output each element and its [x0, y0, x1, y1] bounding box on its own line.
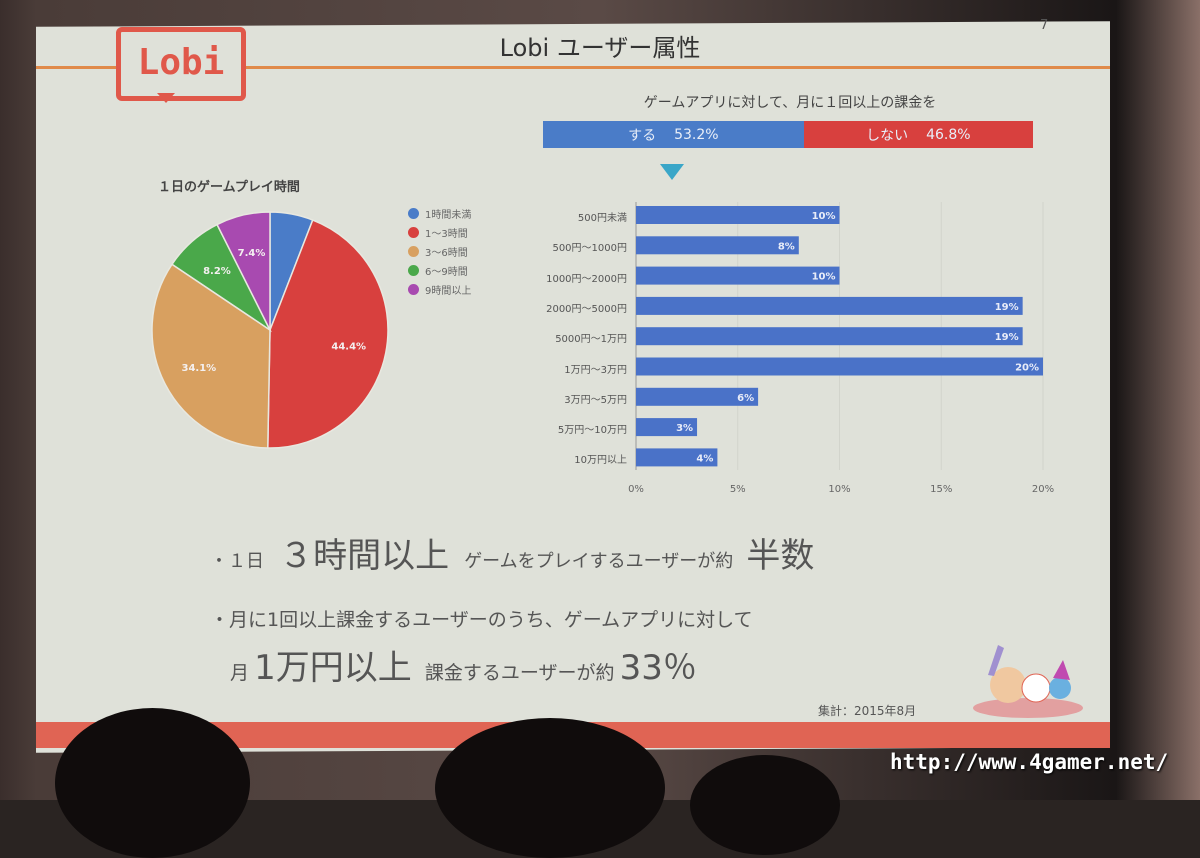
bar — [636, 418, 698, 437]
legend-label: 9時間以上 — [425, 286, 472, 297]
pie-data-label: 8.2% — [203, 266, 231, 277]
bar-category-label: 500円未満 — [577, 213, 627, 224]
bar-category-label: 5万円〜10万円 — [557, 425, 627, 437]
down-triangle-icon — [660, 164, 684, 180]
pie-slice — [216, 211, 271, 331]
bar-data-label: 4% — [696, 453, 713, 464]
bar-data-label: 19% — [995, 302, 1019, 313]
legend-item: 1時間未満 — [408, 206, 471, 221]
legend-swatch — [408, 227, 419, 238]
x-tick-label: 0% — [628, 484, 644, 495]
legend-label: 3〜6時間 — [425, 248, 468, 259]
bar-category-label: 10万円以上 — [574, 455, 627, 467]
billing-yes-segment: する 53.2% — [543, 121, 804, 148]
bar-category-label: 500円〜1000円 — [552, 243, 627, 255]
billing-question: ゲームアプリに対して、月に１回以上の課金を — [643, 95, 937, 111]
bar — [636, 448, 718, 467]
x-tick-label: 10% — [828, 484, 851, 495]
bar-chart: 10% 8% 10% 19% 19% 20% 6% 3% 4% — [635, 202, 1044, 470]
audience-head — [55, 708, 250, 858]
lobi-logo: Lobi — [116, 27, 246, 103]
legend-swatch — [408, 246, 419, 257]
bar — [636, 357, 1043, 376]
emphasis: 33％ — [619, 648, 697, 688]
bar — [636, 206, 840, 224]
yes-value: 53.2% — [674, 126, 719, 143]
pie-title: １日のゲームプレイ時間 — [158, 180, 300, 195]
billing-no-segment: しない 46.8% — [803, 121, 1033, 148]
bar-category-label: 3万円〜5万円 — [564, 394, 627, 406]
emphasis: 1万円以上 — [254, 648, 412, 688]
bar — [636, 327, 1023, 346]
bar-data-label: 19% — [995, 332, 1019, 343]
billing-split-bar: する 53.2% しない 46.8% — [543, 121, 1033, 148]
text: ・１日 — [210, 551, 264, 572]
x-tick-label: 20% — [1031, 484, 1055, 495]
pie-slice — [267, 219, 389, 449]
x-tick-label: 5% — [729, 484, 746, 495]
title-divider — [36, 66, 1110, 69]
page-number: 7 — [1040, 18, 1049, 33]
emphasis: 半数 — [746, 536, 815, 576]
bar — [636, 266, 840, 285]
date-note: 集計：2015年8月 — [818, 704, 917, 718]
mascot-illustration — [973, 645, 1083, 718]
text: ゲームをプレイするユーザーが約 — [464, 551, 734, 572]
bar-category-label: 1000円〜2000円 — [546, 273, 627, 285]
bar-data-label: 10% — [812, 211, 836, 222]
bar — [636, 387, 759, 406]
bar-data-label: 10% — [812, 272, 836, 283]
no-label: しない — [866, 127, 909, 144]
legend-swatch — [408, 284, 419, 295]
legend-item: 6〜9時間 — [408, 263, 468, 278]
x-tick-label: 15% — [930, 484, 953, 495]
pie-chart: 44.4% 34.1% 8.2% 7.4% — [151, 211, 389, 449]
bar-category-label: 2000円〜5000円 — [546, 303, 627, 315]
bullet-2: ・月に1回以上課金するユーザーのうち、ゲームアプリに対して — [210, 609, 753, 631]
bar-data-label: 20% — [1015, 363, 1039, 374]
yes-label: する — [628, 127, 657, 144]
bar — [636, 236, 799, 255]
text: 課金するユーザーが約 — [424, 662, 615, 684]
legend-swatch — [408, 265, 419, 276]
bar — [636, 296, 1023, 315]
legend-label: 6〜9時間 — [425, 267, 468, 278]
audience-head — [690, 755, 840, 855]
legend-swatch — [408, 208, 419, 219]
pie-data-label: 7.4% — [238, 248, 266, 259]
watermark: http://www.4gamer.net/ — [890, 750, 1169, 774]
text: 月 — [230, 662, 250, 684]
audience-head — [435, 718, 665, 858]
legend-item: 9時間以上 — [408, 282, 471, 297]
bar-data-label: 6% — [737, 393, 754, 404]
legend-item: 3〜6時間 — [408, 244, 468, 259]
legend-item: 1〜3時間 — [408, 225, 468, 240]
pie-slice — [151, 263, 271, 449]
bullet-1: ・１日 ３時間以上 ゲームをプレイするユーザーが約 半数 — [210, 528, 814, 577]
bar-category-label: 5000円〜1万円 — [555, 334, 627, 346]
emphasis: ３時間以上 — [279, 536, 450, 576]
pie-data-label: 44.4% — [331, 342, 366, 353]
bar-category-label: 1万円〜3万円 — [564, 364, 627, 376]
slide-title: Lobi ユーザー属性 — [499, 34, 701, 62]
pie-data-label: 34.1% — [182, 363, 217, 374]
legend-label: 1〜3時間 — [425, 229, 468, 240]
no-value: 46.8% — [926, 126, 971, 143]
bar-data-label: 3% — [676, 423, 693, 434]
legend-label: 1時間未満 — [425, 210, 472, 221]
bullet-3: 月 1万円以上 課金するユーザーが約 33％ — [230, 640, 697, 689]
bar-data-label: 8% — [778, 241, 795, 252]
